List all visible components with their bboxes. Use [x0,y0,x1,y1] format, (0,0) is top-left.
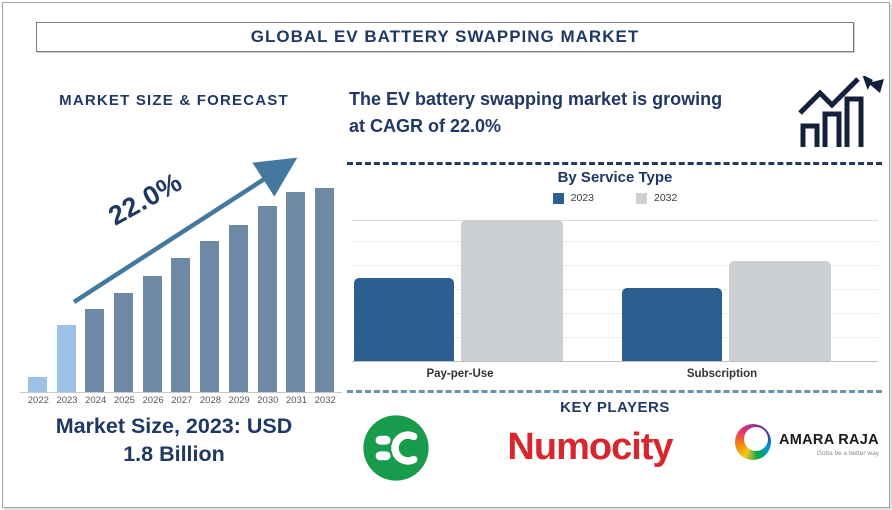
year-tick-label: 2024 [85,395,107,406]
forecast-bar-2029 [228,225,248,393]
forecast-bar-2028 [200,241,220,393]
forecast-heading: MARKET SIZE & FORECAST [59,92,289,109]
service-bar-group-pay-per-use [354,220,563,361]
service-chart-plot [352,220,878,362]
forecast-bar-2027 [171,258,191,393]
forecast-x-axis [20,392,342,393]
legend-item-2023: 2023 [552,192,594,204]
player-logo-green-plug-icon [363,415,429,481]
year-tick-label: 2030 [257,395,279,406]
category-label-pay-per-use: Pay-per-Use [426,368,494,380]
service-bar-pay-per-use-2032 [461,220,563,361]
headline-line1: The EV battery swapping market is growin… [349,89,723,109]
dashed-divider-bottom [347,390,882,393]
year-tick-label: 2023 [56,395,78,406]
legend-label: 2023 [570,192,594,204]
forecast-bar-2026 [142,276,162,393]
market-size-caption-line2: 1.8 Billion [123,442,225,467]
category-label-subscription: Subscription [686,368,758,380]
year-tick-label: 2027 [171,395,193,406]
player-logo-numocity: Numocity [507,425,673,468]
legend-swatch-2023 [552,192,564,204]
market-size-caption: Market Size, 2023: USD 1.8 Billion [10,412,338,469]
year-tick-label: 2031 [285,395,308,406]
growth-chart-icon [798,76,884,147]
dashed-divider-top [347,162,882,165]
year-tick-label: 2029 [228,395,250,406]
service-bar-subscription-2023 [622,288,722,361]
forecast-bar-2030 [257,206,277,393]
year-tick-label: 2032 [314,395,336,406]
forecast-bar-2023 [56,325,76,393]
forecast-bar-2025 [114,293,134,393]
forecast-bar-2022 [28,377,47,393]
headline-line2: at CAGR of 22.0% [349,116,502,136]
year-tick-label: 2026 [142,395,164,406]
amara-raja-name: AMARA RAJA [779,432,879,448]
year-tick-label: 2025 [113,395,135,406]
service-bar-group-subscription [622,261,831,361]
forecast-chart [20,168,342,393]
service-bar-subscription-2032 [729,261,831,361]
amara-raja-swirl-icon [735,424,771,460]
amara-raja-tagline: Gotta be a better way [816,450,879,457]
legend-swatch-2032 [636,192,647,204]
legend-label: 2032 [654,192,678,204]
year-tick-label: 2022 [27,395,49,406]
service-chart-title: By Service Type [557,169,673,186]
service-bar-pay-per-use-2023 [354,278,454,361]
legend-item-2032: 2032 [636,192,677,204]
page-title: GLOBAL EV BATTERY SWAPPING MARKET [250,27,640,46]
forecast-bar-2032 [314,188,334,393]
service-legend: 2023 2032 [352,192,878,204]
forecast-bar-2031 [286,192,306,393]
amara-raja-text: AMARA RAJA Gotta be a better way [779,424,879,457]
forecast-year-axis: 2022 2023 2024 2025 2026 2027 2028 2029 2030 2031… [24,395,340,406]
year-tick-label: 2028 [199,395,222,406]
player-logo-amara-raja: AMARA RAJA Gotta be a better way [735,424,879,460]
headline: The EV battery swapping market is growin… [349,86,799,140]
forecast-bars [28,168,334,393]
forecast-bar-2024 [85,309,105,393]
market-size-caption-line1: Market Size, 2023: USD [55,414,293,438]
key-players-heading: KEY PLAYERS [560,399,670,416]
title-box: GLOBAL EV BATTERY SWAPPING MARKET [36,22,854,52]
